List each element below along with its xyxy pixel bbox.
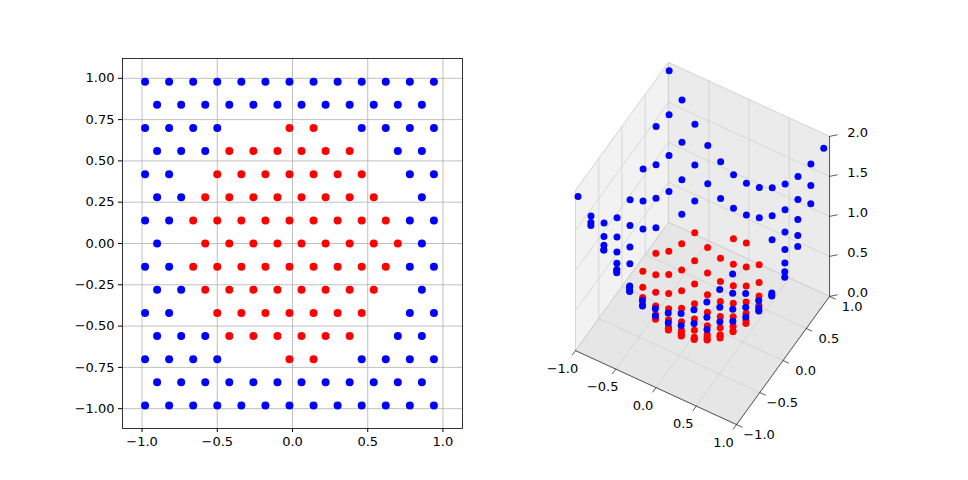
svg-text:0.25: 0.25 <box>86 194 115 209</box>
svg-text:−0.5: −0.5 <box>767 395 799 410</box>
svg-text:0.5: 0.5 <box>847 245 868 260</box>
svg-text:1.0: 1.0 <box>842 299 863 314</box>
svg-text:1.0: 1.0 <box>433 434 454 449</box>
svg-text:0.00: 0.00 <box>86 236 115 251</box>
svg-text:−1.00: −1.00 <box>75 401 115 416</box>
svg-text:0.5: 0.5 <box>357 434 378 449</box>
svg-text:0.50: 0.50 <box>86 153 115 168</box>
svg-text:0.75: 0.75 <box>86 112 115 127</box>
svg-text:1.0: 1.0 <box>713 435 734 450</box>
svg-text:0.0: 0.0 <box>633 398 654 413</box>
svg-text:0.0: 0.0 <box>795 363 816 378</box>
svg-text:0.0: 0.0 <box>282 434 303 449</box>
svg-text:1.00: 1.00 <box>86 70 115 85</box>
svg-text:−0.25: −0.25 <box>75 277 115 292</box>
svg-text:−1.0: −1.0 <box>743 427 775 442</box>
svg-text:−0.5: −0.5 <box>587 379 619 394</box>
svg-text:−0.75: −0.75 <box>75 360 115 375</box>
svg-text:1.0: 1.0 <box>847 205 868 220</box>
svg-text:−1.0: −1.0 <box>126 434 158 449</box>
svg-text:0.5: 0.5 <box>673 416 694 431</box>
svg-text:0.5: 0.5 <box>818 331 839 346</box>
svg-text:1.5: 1.5 <box>847 165 868 180</box>
svg-text:0.0: 0.0 <box>847 285 868 300</box>
svg-text:−0.5: −0.5 <box>201 434 233 449</box>
svg-text:−1.0: −1.0 <box>547 361 579 376</box>
svg-text:2.0: 2.0 <box>847 125 868 140</box>
svg-text:−0.50: −0.50 <box>75 318 115 333</box>
